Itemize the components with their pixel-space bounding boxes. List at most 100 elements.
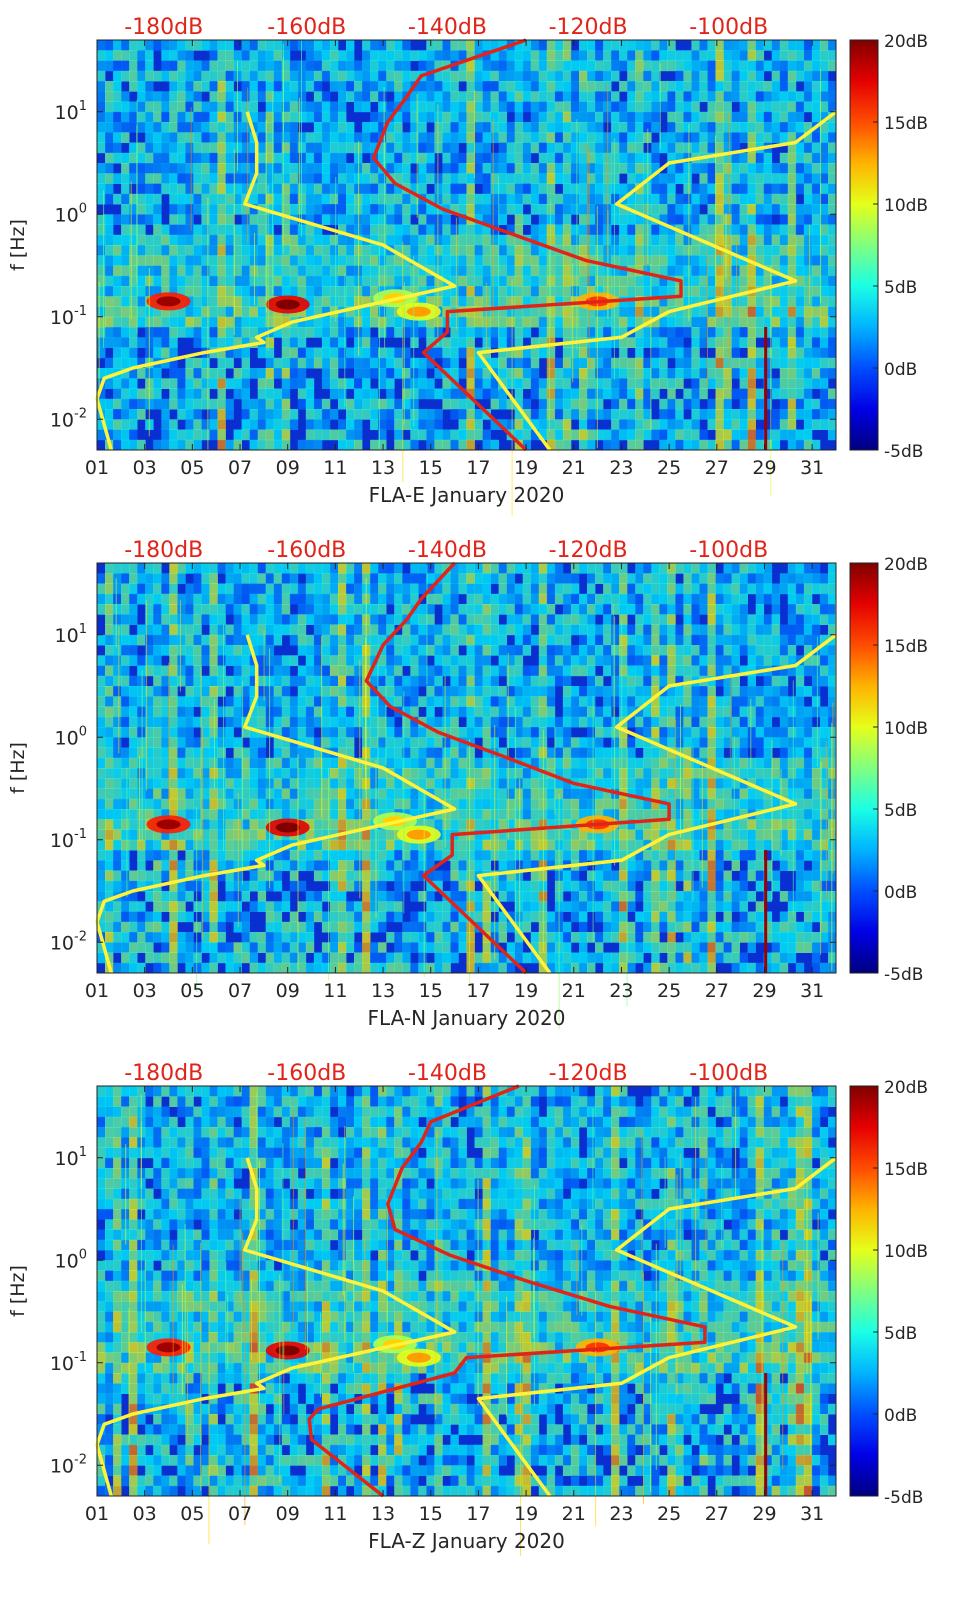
y-axis-label: f [Hz] (7, 742, 29, 794)
colorbar-tick-label: 5dB (884, 1324, 917, 1344)
x-tick-label: 09 (276, 1503, 300, 1525)
x-tick-label: 07 (228, 980, 252, 1002)
x-axis-label: FLA-Z January 2020 (368, 1529, 565, 1553)
top-db-label: -180dB (124, 1061, 203, 1086)
x-tick-label: 25 (657, 457, 681, 479)
x-tick-label: 09 (276, 980, 300, 1002)
colorbar-tick-label: 5dB (884, 801, 917, 821)
x-tick-label: 03 (133, 1503, 157, 1525)
x-tick-label: 27 (705, 980, 729, 1002)
y-axis-label: f [Hz] (7, 1265, 29, 1317)
x-tick-label: 11 (323, 1503, 347, 1525)
colorbar-tick-label: 0dB (884, 360, 917, 380)
y-tick-label: 101 (55, 1145, 87, 1170)
colorbar-tick-label: 15dB (884, 1160, 928, 1180)
colorbar-tick-label: 20dB (884, 1078, 928, 1098)
x-tick-label: 23 (609, 457, 633, 479)
colorbar-tick-label: 0dB (884, 883, 917, 903)
x-axis-label: FLA-E January 2020 (369, 483, 565, 507)
x-tick-label: 25 (657, 980, 681, 1002)
x-tick-label: 29 (752, 1503, 776, 1525)
heatmap-cells (97, 1086, 836, 1556)
x-tick-label: 29 (752, 980, 776, 1002)
y-tick-label: 100 (55, 724, 87, 749)
y-tick-label: 10-2 (50, 406, 87, 431)
x-tick-label: 21 (562, 457, 586, 479)
y-tick-label: 10-1 (50, 827, 87, 852)
top-db-label: -140dB (408, 15, 487, 40)
x-tick-label: 31 (800, 457, 824, 479)
y-tick-label: 10-2 (50, 929, 87, 954)
colorbar-tick-label: 10dB (884, 1242, 928, 1262)
x-tick-label: 17 (466, 457, 490, 479)
x-tick-label: 27 (705, 1503, 729, 1525)
x-tick-label: 01 (85, 457, 109, 479)
top-db-label: -120dB (549, 538, 628, 563)
x-tick-label: 25 (657, 1503, 681, 1525)
x-tick-label: 31 (800, 1503, 824, 1525)
top-db-label: -160dB (267, 15, 346, 40)
top-db-label: -180dB (124, 538, 203, 563)
x-tick-label: 05 (180, 457, 204, 479)
top-db-label: -120dB (549, 1061, 628, 1086)
y-tick-label: 100 (55, 1247, 87, 1272)
x-tick-label: 11 (323, 457, 347, 479)
top-db-label: -120dB (549, 15, 628, 40)
x-tick-label: 29 (752, 457, 776, 479)
colorbar-tick-label: 15dB (884, 637, 928, 657)
x-tick-label: 21 (562, 980, 586, 1002)
heatmap-cells (97, 40, 836, 516)
colorbar-tick-label: -5dB (884, 442, 923, 462)
top-db-label: -140dB (408, 538, 487, 563)
x-tick-label: 31 (800, 980, 824, 1002)
x-tick-label: 09 (276, 457, 300, 479)
x-tick-label: 05 (180, 980, 204, 1002)
x-tick-label: 01 (85, 1503, 109, 1525)
colorbar-tick-label: 0dB (884, 1406, 917, 1426)
x-tick-label: 19 (514, 457, 538, 479)
x-tick-label: 13 (371, 1503, 395, 1525)
colorbar-tick-label: 15dB (884, 114, 928, 134)
y-tick-label: 100 (55, 201, 87, 226)
top-db-label: -160dB (267, 1061, 346, 1086)
colorbar-tick-label: 20dB (884, 32, 928, 52)
colorbar-tick-label: 10dB (884, 196, 928, 216)
x-tick-label: 13 (371, 457, 395, 479)
colorbar (850, 563, 878, 973)
x-tick-label: 17 (466, 980, 490, 1002)
top-db-label: -100dB (689, 15, 768, 40)
x-tick-label: 01 (85, 980, 109, 1002)
x-tick-label: 23 (609, 1503, 633, 1525)
top-db-label: -140dB (408, 1061, 487, 1086)
colorbar-tick-label: -5dB (884, 1488, 923, 1508)
x-tick-label: 21 (562, 1503, 586, 1525)
colorbar (850, 40, 878, 450)
x-tick-label: 17 (466, 1503, 490, 1525)
top-db-label: -180dB (124, 15, 203, 40)
x-tick-label: 23 (609, 980, 633, 1002)
colorbar-tick-label: 20dB (884, 555, 928, 575)
y-tick-label: 101 (55, 622, 87, 647)
x-tick-label: 13 (371, 980, 395, 1002)
x-tick-label: 15 (419, 457, 443, 479)
x-tick-label: 19 (514, 1503, 538, 1525)
top-db-label: -160dB (267, 538, 346, 563)
y-tick-label: 10-1 (50, 304, 87, 329)
x-axis-label: FLA-N January 2020 (368, 1006, 566, 1030)
x-tick-label: 15 (419, 980, 443, 1002)
x-tick-label: 15 (419, 1503, 443, 1525)
colorbar-tick-label: 10dB (884, 719, 928, 739)
colorbar-tick-label: -5dB (884, 965, 923, 985)
colorbar-tick-label: 5dB (884, 278, 917, 298)
x-tick-label: 03 (133, 457, 157, 479)
y-tick-label: 10-2 (50, 1452, 87, 1477)
x-tick-label: 07 (228, 1503, 252, 1525)
x-tick-label: 19 (514, 980, 538, 1002)
x-tick-label: 05 (180, 1503, 204, 1525)
x-tick-label: 07 (228, 457, 252, 479)
